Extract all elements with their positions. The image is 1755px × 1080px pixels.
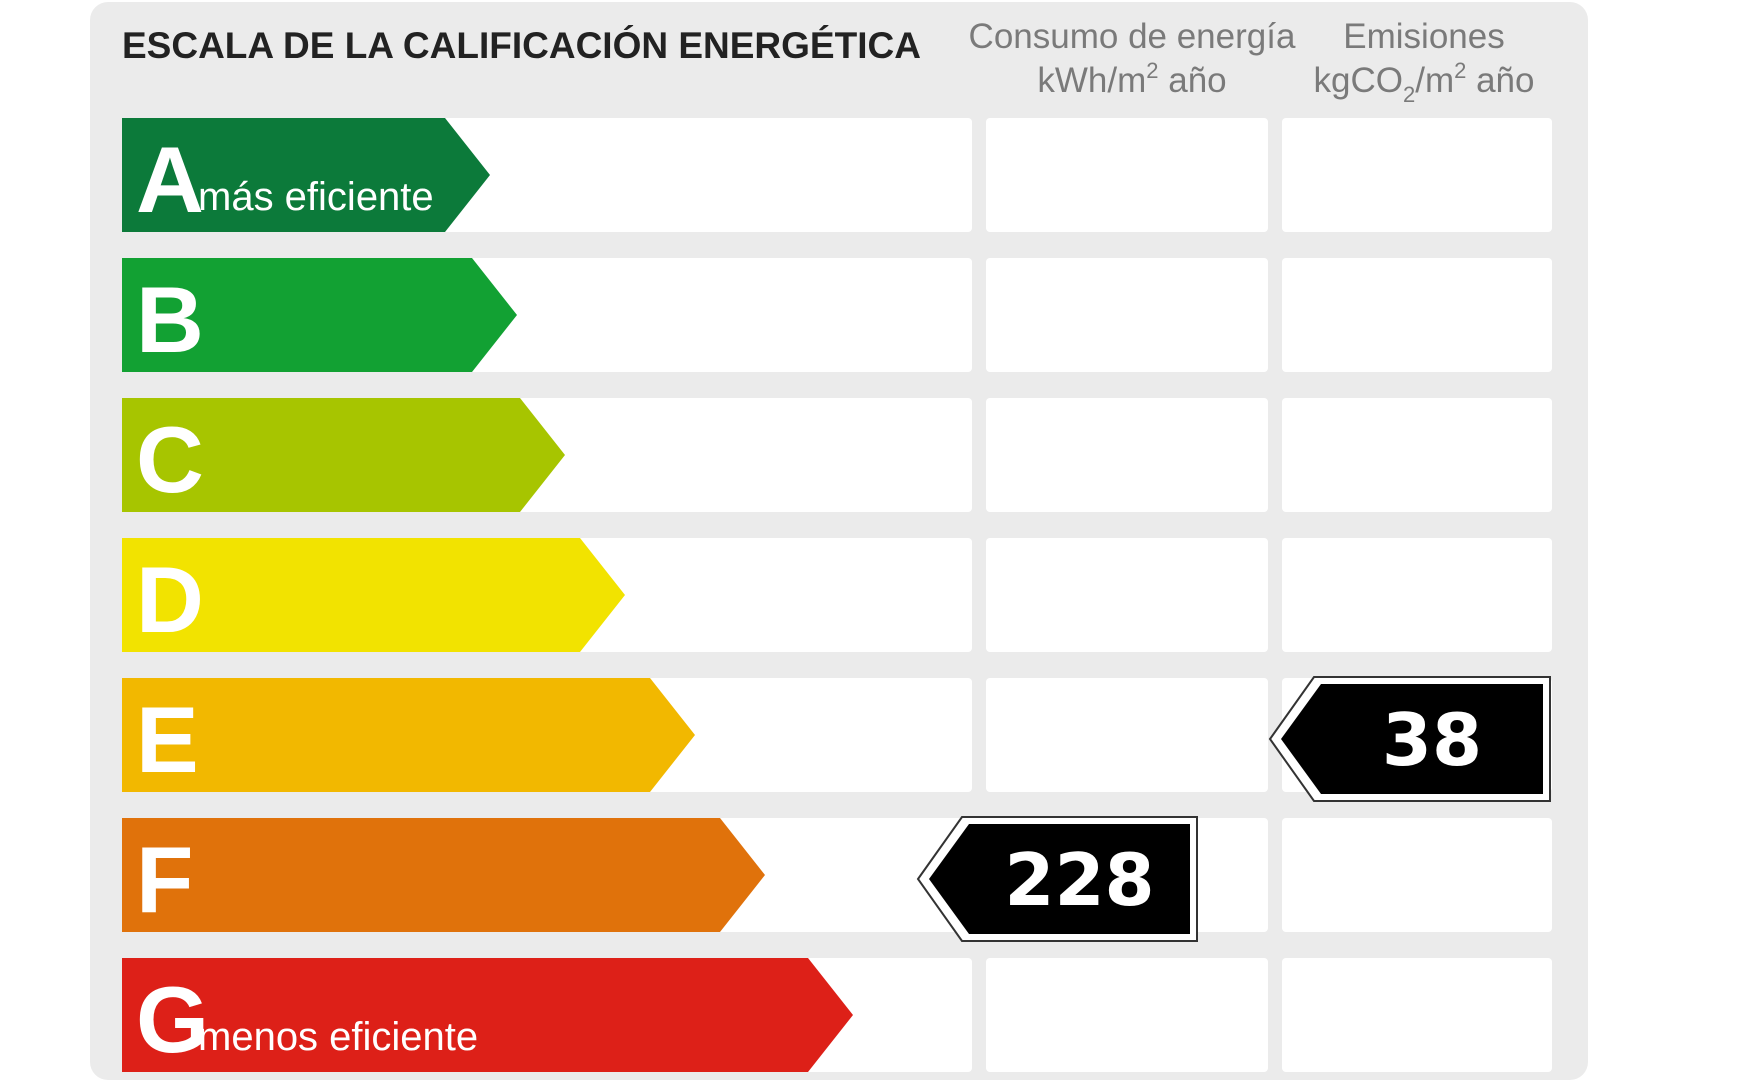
emisiones-header-line2: kgCO2/m2 año <box>1314 58 1535 107</box>
emisiones-cell-g <box>1282 958 1552 1072</box>
emisiones-indicator: 38 <box>1268 676 1551 802</box>
band-letter-g: G <box>136 967 209 1072</box>
band-arrow-d <box>122 538 625 652</box>
label-title: ESCALA DE LA CALIFICACIÓN ENERGÉTICA <box>122 24 921 66</box>
band-letter-b: B <box>136 267 204 372</box>
band-letter-e: E <box>136 687 199 792</box>
band-arrow-b <box>122 258 517 372</box>
band-arrow-a <box>122 118 490 232</box>
emisiones-cell-d <box>1282 538 1552 652</box>
consumo-header-line2: kWh/m2 año <box>1037 58 1226 100</box>
emisiones-value: 38 <box>1382 698 1482 782</box>
consumo-cell-c <box>986 398 1268 512</box>
band-letter-c: C <box>136 407 204 512</box>
consumo-indicator-arrow <box>929 824 1190 934</box>
consumo-cell-a <box>986 118 1268 232</box>
band-letter-f: F <box>136 827 193 932</box>
consumo-value: 228 <box>1004 838 1154 922</box>
consumo-cell-d <box>986 538 1268 652</box>
band-text-g: menos eficiente <box>198 1015 478 1059</box>
band-arrow-e <box>122 678 695 792</box>
consumo-cell-b <box>986 258 1268 372</box>
emisiones-cell-c <box>1282 398 1552 512</box>
emisiones-cell-b <box>1282 258 1552 372</box>
band-letter-d: D <box>136 547 204 652</box>
consumo-header-line1: Consumo de energía <box>969 17 1296 56</box>
band-text-a: más eficiente <box>198 175 434 219</box>
band-letter-a: A <box>136 127 204 232</box>
consumo-indicator: 228 <box>916 816 1198 942</box>
band-arrow-f <box>122 818 765 932</box>
rating-indicators: 228 38 <box>916 676 1551 942</box>
emisiones-cell-a <box>1282 118 1552 232</box>
consumo-cell-g <box>986 958 1268 1072</box>
band-arrow-c <box>122 398 565 512</box>
emisiones-header-line1: Emisiones <box>1343 17 1504 56</box>
emisiones-indicator-arrow <box>1281 684 1543 794</box>
band-arrow-g <box>122 958 853 1072</box>
consumo-cell-e <box>986 678 1268 792</box>
emisiones-cell-f <box>1282 818 1552 932</box>
